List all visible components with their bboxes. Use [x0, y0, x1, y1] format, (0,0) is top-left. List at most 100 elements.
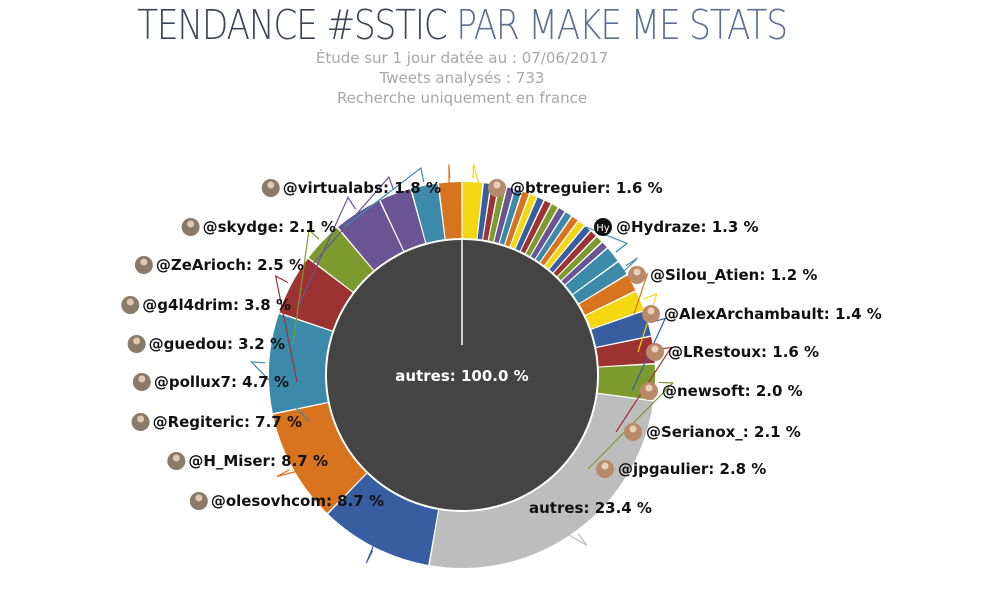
- avatar-icon: [189, 492, 208, 510]
- connector-silou-atien: [619, 257, 639, 276]
- avatar-icon: [134, 256, 153, 274]
- slice-btreguier[interactable]: [462, 182, 483, 239]
- slice-lrestoux[interactable]: [585, 291, 644, 329]
- connector-olesovhcom: [365, 500, 393, 564]
- label-h-miser: @H_Miser: 8.7 %: [188, 452, 328, 470]
- label-name: @Silou_Atien: [650, 266, 759, 284]
- label-alexarchambault: @AlexArchambault: 1.4 %: [664, 305, 882, 323]
- slice-hydraze[interactable]: [565, 248, 618, 294]
- label-name: @pollux7: [154, 373, 231, 391]
- label-value: : 2.0 %: [745, 382, 803, 400]
- chart-title: TENDANCE #SSTIC PAR MAKE ME STATS: [74, 2, 850, 48]
- label-name: @newsoft: [662, 382, 745, 400]
- slice-small-18[interactable]: [561, 242, 607, 285]
- label-name: autres: [529, 499, 584, 517]
- avatar-icon: [596, 460, 614, 478]
- avatar-icon: [127, 335, 146, 353]
- avatar-icon: [646, 343, 664, 361]
- inner-pie-autres[interactable]: [327, 240, 597, 510]
- slice-small-9[interactable]: [520, 200, 551, 254]
- avatar-icon: [261, 179, 280, 197]
- label-silou-atien: @Silou_Atien: 1.2 %: [650, 266, 817, 284]
- slice-small-10[interactable]: [525, 204, 558, 257]
- connector-btreguier: [472, 164, 481, 189]
- slice-olesovhcom[interactable]: [328, 473, 439, 566]
- avatar-icon: [181, 218, 200, 236]
- label-value: : 3.2 %: [227, 335, 285, 353]
- label-regiteric: @Regiteric: 7.7 %: [153, 413, 302, 431]
- slice-guedou[interactable]: [308, 228, 374, 292]
- slice-small-17[interactable]: [557, 236, 602, 281]
- label-pollux7: @pollux7: 4.7 %: [154, 373, 289, 391]
- label-name: @guedou: [149, 335, 227, 353]
- label-name: @virtualabs: [283, 179, 383, 197]
- slice-small-14[interactable]: [544, 221, 584, 269]
- slice-small-13[interactable]: [540, 216, 578, 266]
- avatar-icon: [640, 382, 658, 400]
- slice-small-16[interactable]: [553, 231, 596, 277]
- connector-autres: [520, 507, 588, 546]
- connector-pollux7: [274, 274, 298, 383]
- label-value: : 7.7 %: [244, 413, 302, 431]
- label-value: : 23.4 %: [583, 499, 651, 517]
- connector-zearioch: [311, 175, 395, 266]
- slice-small-1[interactable]: [477, 183, 491, 240]
- slice-small-7[interactable]: [510, 194, 537, 249]
- label-name: @H_Miser: [188, 452, 270, 470]
- label-olesovhcom: @olesovhcom: 8.7 %: [211, 492, 384, 510]
- avatar-icon: [167, 452, 186, 470]
- slice-small-11[interactable]: [530, 208, 565, 259]
- slice-small-6[interactable]: [505, 191, 529, 247]
- inner-pie-label: autres: 100.0 %: [395, 367, 528, 385]
- slice-g4l4drim[interactable]: [338, 200, 404, 270]
- subtitle-tweets: Tweets analysés : 733: [379, 69, 545, 87]
- slice-small-2[interactable]: [483, 184, 499, 241]
- connector-jpgaulier: [587, 381, 675, 470]
- slice-small-15[interactable]: [549, 226, 590, 273]
- label-value: : 2.1 %: [278, 218, 336, 236]
- connector-virtualabs: [448, 164, 451, 189]
- slice-small-8[interactable]: [515, 197, 544, 251]
- label-lrestoux: @LRestoux: 1.6 %: [668, 343, 819, 361]
- slice-newsoft[interactable]: [591, 311, 651, 347]
- slice-zearioch[interactable]: [380, 189, 426, 251]
- label-value: : 1.4 %: [824, 305, 882, 323]
- subtitle-scope: Recherche uniquement en france: [336, 89, 588, 107]
- label-value: : 8.7 %: [270, 452, 328, 470]
- svg-text:Hy: Hy: [596, 223, 610, 234]
- avatar-icon: [131, 413, 150, 431]
- slice-small-5[interactable]: [499, 189, 522, 245]
- label-skydge: @skydge: 2.1 %: [203, 218, 336, 236]
- label-value: : 1.8 %: [383, 179, 441, 197]
- label-name: @LRestoux: [668, 343, 761, 361]
- label-value: : 1.3 %: [701, 218, 759, 236]
- slice-skydge[interactable]: [411, 183, 445, 243]
- label-hydraze: @Hydraze: 1.3 %: [616, 218, 759, 236]
- label-value: : 2.5 %: [246, 256, 304, 274]
- slice-small-12[interactable]: [535, 212, 572, 263]
- label-virtualabs: @virtualabs: 1.8 %: [283, 179, 441, 197]
- slice-small-4[interactable]: [494, 187, 514, 243]
- slice-silou-atien[interactable]: [573, 262, 627, 304]
- slice-regiteric[interactable]: [269, 313, 333, 414]
- slice-autres[interactable]: [429, 393, 654, 568]
- label-name: @olesovhcom: [211, 492, 326, 510]
- label-value: : 2.1 %: [743, 423, 801, 441]
- connector-g4l4drim: [298, 196, 357, 306]
- slice-alexarchambault[interactable]: [579, 275, 636, 315]
- slice-small-3[interactable]: [488, 185, 506, 242]
- label-newsoft: @newsoft: 2.0 %: [662, 382, 803, 400]
- label-name: @btreguier: [510, 179, 605, 197]
- slice-labels: @btreguier: 1.6 % Hy @Hydraze: 1.3 % @Silou…: [121, 179, 882, 517]
- connector-lrestoux: [637, 292, 658, 353]
- avatar-icon: [132, 373, 151, 391]
- slice-virtualabs[interactable]: [438, 182, 462, 239]
- label-btreguier: @btreguier: 1.6 %: [510, 179, 663, 197]
- label-autres: autres: 23.4 %: [529, 499, 652, 517]
- label-name: @skydge: [203, 218, 278, 236]
- label-value: : 4.7 %: [231, 373, 289, 391]
- label-jpgaulier: @jpgaulier: 2.8 %: [618, 460, 766, 478]
- slice-h-miser[interactable]: [273, 403, 367, 514]
- connector-skydge: [343, 166, 425, 228]
